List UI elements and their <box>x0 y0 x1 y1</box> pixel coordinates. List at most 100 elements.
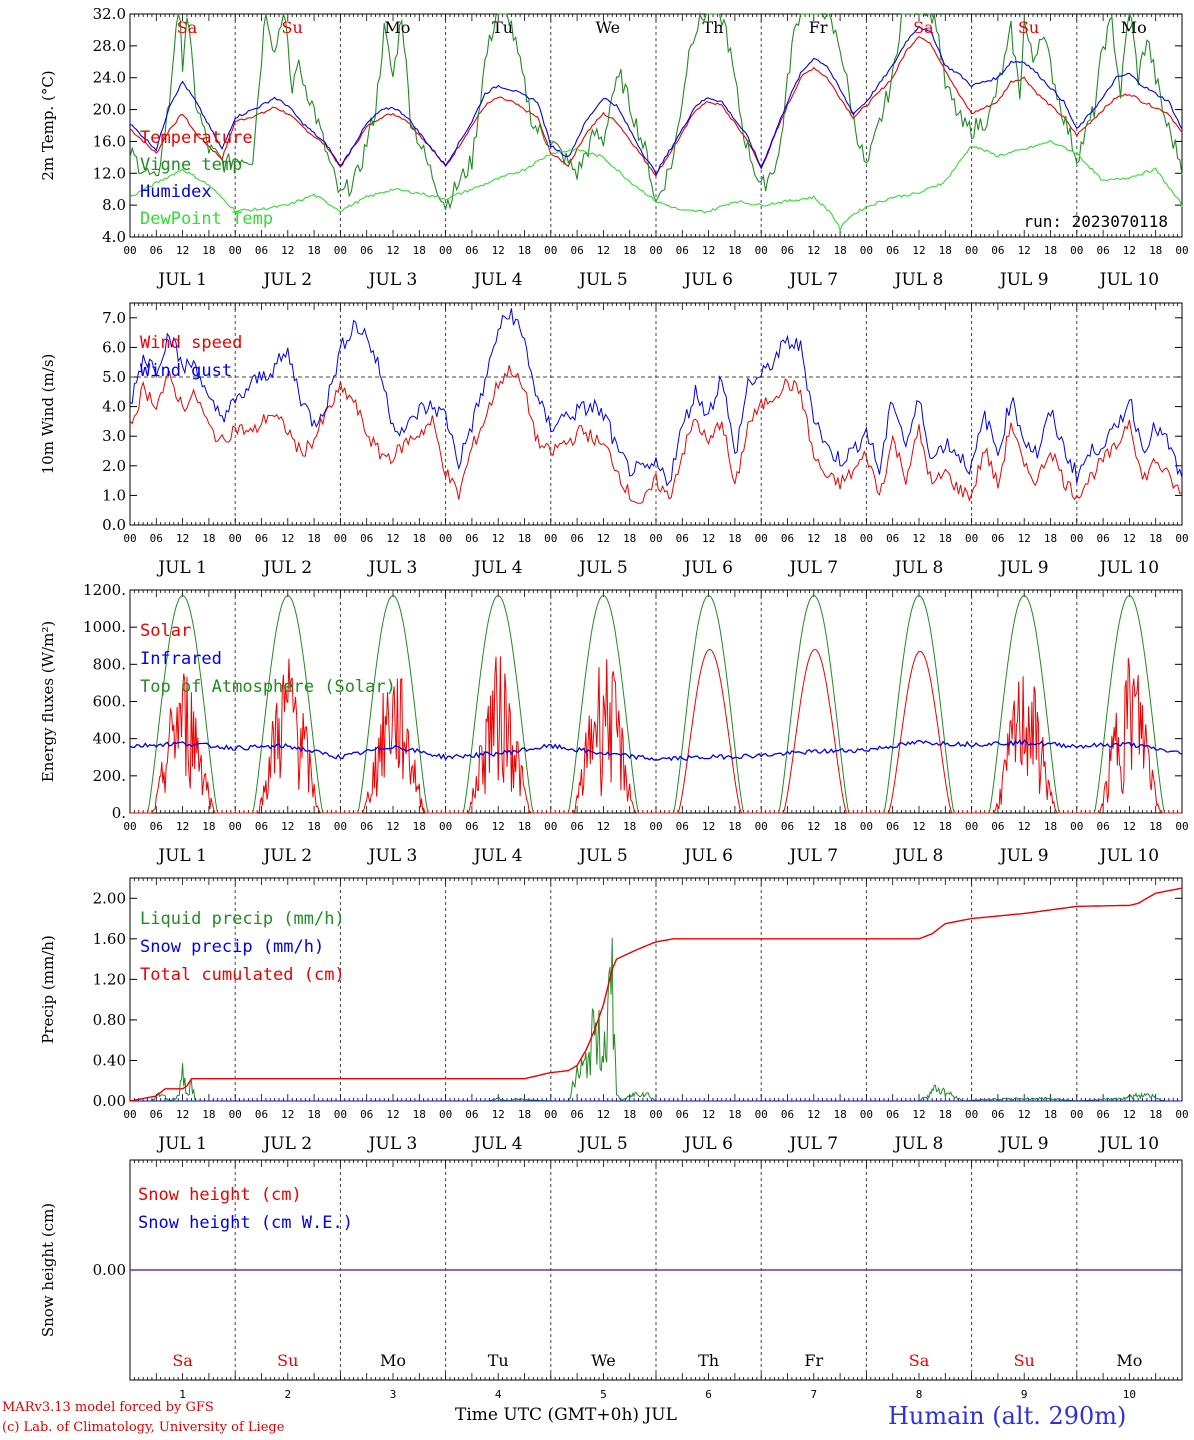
y-tick-label: 12.0 <box>93 164 126 182</box>
hour-tick-label: 06 <box>255 244 268 257</box>
hour-tick-label: 18 <box>518 244 531 257</box>
y-tick-label: 400. <box>93 730 126 748</box>
hour-tick-label: 06 <box>886 532 899 545</box>
legend-entry: Wind speed <box>140 333 242 353</box>
date-label: JUL 8 <box>893 1134 944 1154</box>
date-label: JUL 9 <box>998 270 1049 290</box>
day-number-label: 3 <box>390 1388 397 1401</box>
date-label: JUL 3 <box>367 1134 418 1154</box>
hour-tick-label: 00 <box>229 532 242 545</box>
hour-tick-label: 00 <box>1175 820 1188 833</box>
hour-tick-label: 18 <box>939 1108 952 1121</box>
hour-tick-label: 12 <box>281 532 294 545</box>
y-tick-label: 2.00 <box>93 889 126 907</box>
date-label: JUL 5 <box>577 558 628 578</box>
date-label: JUL 6 <box>682 270 733 290</box>
hour-tick-label: 12 <box>912 1108 925 1121</box>
day-number-label: 8 <box>916 1388 923 1401</box>
hour-tick-label: 18 <box>413 532 426 545</box>
date-label: JUL 6 <box>682 846 733 866</box>
hour-tick-label: 12 <box>176 244 189 257</box>
hour-tick-label: 00 <box>123 1108 136 1121</box>
hour-tick-label: 12 <box>1018 820 1031 833</box>
panel-4: 0.00 0.40 0.80 1.20 1.60 2.00 Precip (mm/h) 00 0… <box>39 877 1189 1154</box>
hour-tick-label: 18 <box>833 532 846 545</box>
hour-tick-label: 00 <box>229 1108 242 1121</box>
hour-tick-label: 00 <box>965 820 978 833</box>
y-tick-label: 1.0 <box>102 486 126 504</box>
hour-tick-label: 18 <box>1149 820 1162 833</box>
day-of-week-label: Th <box>702 18 723 37</box>
hour-tick-label: 12 <box>386 820 399 833</box>
hour-tick-label: 06 <box>570 244 583 257</box>
hour-tick-label: 00 <box>755 820 768 833</box>
hour-tick-label: 18 <box>413 1108 426 1121</box>
date-label: JUL 4 <box>472 846 523 866</box>
date-label: JUL 10 <box>1098 270 1159 290</box>
y-tick-label: 5.0 <box>102 368 126 386</box>
day-of-week-label: Su <box>1018 18 1039 37</box>
y-tick-label: 0.00 <box>93 1261 126 1279</box>
y-tick-label: 7.0 <box>102 309 126 327</box>
legend-entry: Total cumulated (cm) <box>140 965 345 985</box>
hour-tick-label: 00 <box>1070 820 1083 833</box>
panel-5: 0.00 Snow height (cm) Snow height (cm) Snow… <box>39 1159 1183 1401</box>
hour-tick-label: 00 <box>860 532 873 545</box>
hour-tick-label: 06 <box>886 820 899 833</box>
y-axis-label: 10m Wind (m/s) <box>39 354 57 475</box>
hour-tick-label: 12 <box>807 532 820 545</box>
date-label: JUL 2 <box>261 558 312 578</box>
y-axis-label: Energy fluxes (W/m²) <box>39 621 57 782</box>
y-tick-label: 1.20 <box>93 970 126 988</box>
hour-tick-label: 00 <box>1070 244 1083 257</box>
y-tick-label: 8.0 <box>102 196 126 214</box>
series-line-infrared <box>129 739 1183 762</box>
y-tick-label: 20.0 <box>93 101 126 119</box>
y-axis-label: Precip (mm/h) <box>39 935 57 1044</box>
legend-entry: DewPoint Temp <box>140 209 273 229</box>
y-tick-label: 0.00 <box>93 1092 126 1110</box>
hour-tick-label: 12 <box>492 244 505 257</box>
date-label: JUL 9 <box>998 558 1049 578</box>
date-label: JUL 10 <box>1098 1134 1159 1154</box>
date-label: JUL 1 <box>156 558 207 578</box>
hour-tick-label: 00 <box>439 820 452 833</box>
hour-tick-label: 06 <box>150 820 163 833</box>
hour-tick-label: 00 <box>123 244 136 257</box>
hour-tick-label: 06 <box>255 820 268 833</box>
hour-tick-label: 06 <box>781 820 794 833</box>
day-of-week-label: Su <box>277 1351 298 1370</box>
hour-tick-label: 18 <box>202 532 215 545</box>
y-tick-label: 0. <box>112 804 126 822</box>
hour-tick-label: 00 <box>439 1108 452 1121</box>
series-line-wind-speed <box>129 365 1183 504</box>
station-name: Humain (alt. 290m) <box>888 1402 1127 1430</box>
hour-tick-label: 12 <box>386 532 399 545</box>
hour-tick-label: 06 <box>1096 244 1109 257</box>
hour-tick-label: 00 <box>860 820 873 833</box>
date-label: JUL 6 <box>682 1134 733 1154</box>
hour-tick-label: 18 <box>728 820 741 833</box>
hour-tick-label: 06 <box>465 1108 478 1121</box>
hour-tick-label: 12 <box>912 532 925 545</box>
hour-tick-label: 06 <box>360 820 373 833</box>
hour-tick-label: 00 <box>965 532 978 545</box>
hour-tick-label: 12 <box>1123 244 1136 257</box>
hour-tick-label: 12 <box>912 820 925 833</box>
hour-tick-label: 12 <box>1018 532 1031 545</box>
hour-tick-label: 18 <box>728 1108 741 1121</box>
hour-tick-label: 12 <box>281 244 294 257</box>
hour-tick-label: 18 <box>518 532 531 545</box>
hour-tick-label: 06 <box>781 244 794 257</box>
date-label: JUL 4 <box>472 270 523 290</box>
day-of-week-label: Su <box>282 18 303 37</box>
hour-tick-label: 06 <box>886 1108 899 1121</box>
hour-tick-label: 12 <box>1123 532 1136 545</box>
hour-tick-label: 18 <box>413 244 426 257</box>
hour-tick-label: 00 <box>649 820 662 833</box>
day-of-week-label: Mo <box>384 18 410 37</box>
hour-tick-label: 06 <box>360 244 373 257</box>
hour-tick-label: 00 <box>755 1108 768 1121</box>
date-label: JUL 10 <box>1098 558 1159 578</box>
hour-tick-label: 12 <box>597 820 610 833</box>
